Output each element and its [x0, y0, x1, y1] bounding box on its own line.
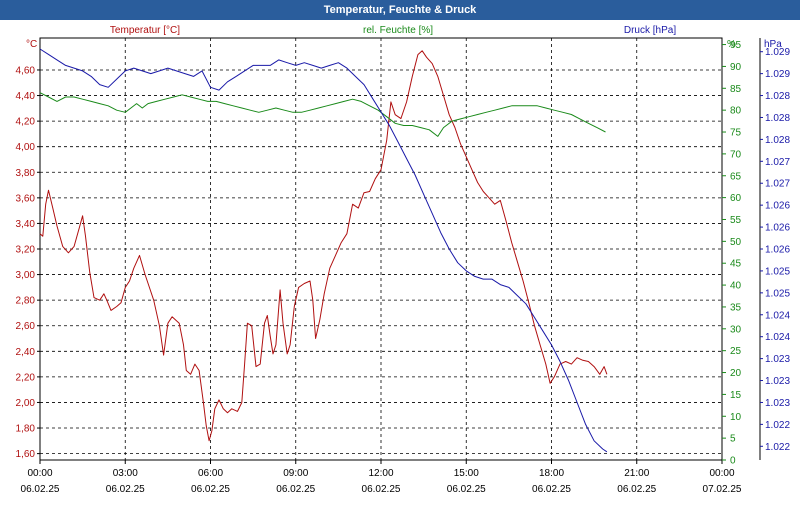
tick-label-left: 2,40 [16, 347, 36, 358]
tick-label-middle: 90 [730, 62, 742, 73]
tick-label-x-date: 06.02.25 [21, 484, 60, 495]
chart-area: 1,60 1,80 2,00 2,20 2,40 2,60 2,80 3,00 3,20 3,40… [0, 20, 800, 500]
series-line-right [39, 48, 608, 453]
tick-label-x-time: 06:00 [198, 468, 223, 479]
tick-label-right: 1.026 [765, 201, 790, 212]
legend-left: Temperatur [°C] [110, 25, 180, 36]
tick-label-left: 4,00 [16, 142, 36, 153]
tick-label-left: 4,20 [16, 117, 36, 128]
series-line-middle [39, 92, 606, 137]
axis-unit-left: °C [26, 39, 37, 50]
tick-label-right: 1.023 [765, 398, 790, 409]
tick-label-middle: 0 [730, 456, 736, 467]
tick-label-x-time: 18:00 [539, 468, 564, 479]
axis-unit-middle: % [727, 39, 736, 50]
tick-label-x-date: 06.02.25 [191, 484, 230, 495]
tick-label-middle: 20 [730, 368, 742, 379]
chart-title: Temperatur, Feuchte & Druck [0, 0, 800, 20]
tick-label-left: 1,80 [16, 424, 36, 435]
tick-label-right: 1.026 [765, 245, 790, 256]
tick-label-middle: 40 [730, 281, 742, 292]
tick-label-right: 1.024 [765, 332, 790, 343]
tick-label-x-date: 06.02.25 [276, 484, 315, 495]
tick-label-right: 1.023 [765, 354, 790, 365]
tick-label-left: 2,20 [16, 372, 36, 383]
tick-label-right: 1.028 [765, 113, 790, 124]
tick-label-right: 1.029 [765, 69, 790, 80]
tick-label-middle: 5 [730, 434, 736, 445]
tick-label-right: 1.024 [765, 310, 790, 321]
tick-label-x-date: 06.02.25 [532, 484, 571, 495]
tick-label-right: 1.025 [765, 288, 790, 299]
tick-label-middle: 60 [730, 193, 742, 204]
tick-label-x-date: 06.02.25 [106, 484, 145, 495]
tick-label-right: 1.026 [765, 223, 790, 234]
tick-label-left: 3,00 [16, 270, 36, 281]
tick-label-middle: 85 [730, 84, 742, 95]
tick-label-left: 2,00 [16, 398, 36, 409]
tick-label-middle: 55 [730, 215, 742, 226]
tick-label-middle: 35 [730, 302, 742, 313]
tick-label-x-time: 00:00 [27, 468, 52, 479]
tick-label-x-time: 03:00 [113, 468, 138, 479]
tick-label-left: 3,60 [16, 193, 36, 204]
tick-label-x-time: 15:00 [454, 468, 479, 479]
tick-label-right: 1.028 [765, 91, 790, 102]
axis-unit-right: hPa [764, 39, 782, 50]
tick-label-left: 2,60 [16, 321, 36, 332]
tick-label-middle: 95 [730, 40, 742, 51]
tick-label-middle: 25 [730, 346, 742, 357]
tick-label-x-time: 21:00 [624, 468, 649, 479]
tick-label-right: 1.023 [765, 376, 790, 387]
tick-label-x-date: 06.02.25 [447, 484, 486, 495]
tick-label-x-time: 09:00 [283, 468, 308, 479]
tick-label-right: 1.025 [765, 266, 790, 277]
tick-label-middle: 45 [730, 259, 742, 270]
tick-label-middle: 65 [730, 171, 742, 182]
tick-label-left: 4,60 [16, 65, 36, 76]
tick-label-x-time: 00:00 [709, 468, 734, 479]
tick-label-middle: 50 [730, 237, 742, 248]
tick-label-left: 3,80 [16, 168, 36, 179]
tick-label-middle: 10 [730, 412, 742, 423]
legend-right: Druck [hPa] [624, 25, 676, 36]
tick-label-x-date: 07.02.25 [703, 484, 742, 495]
tick-label-left: 1,60 [16, 449, 36, 460]
tick-label-right: 1.022 [765, 442, 790, 453]
tick-label-right: 1.028 [765, 135, 790, 146]
chart-svg: 1,60 1,80 2,00 2,20 2,40 2,60 2,80 3,00 3,20 3,40… [16, 25, 791, 495]
tick-label-left: 3,40 [16, 219, 36, 230]
tick-label-left: 3,20 [16, 245, 36, 256]
tick-label-x-date: 06.02.25 [617, 484, 656, 495]
tick-label-x-date: 06.02.25 [362, 484, 401, 495]
tick-label-middle: 80 [730, 106, 742, 117]
tick-label-middle: 30 [730, 324, 742, 335]
tick-label-right: 1.027 [765, 179, 790, 190]
series-line-left [39, 50, 608, 442]
tick-label-right: 1.029 [765, 47, 790, 58]
tick-label-left: 4,40 [16, 91, 36, 102]
tick-label-right: 1.022 [765, 420, 790, 431]
legend-middle: rel. Feuchte [%] [363, 25, 433, 36]
tick-label-middle: 15 [730, 390, 742, 401]
tick-label-right: 1.027 [765, 157, 790, 168]
tick-label-left: 2,80 [16, 296, 36, 307]
tick-label-middle: 75 [730, 128, 742, 139]
tick-label-x-time: 12:00 [368, 468, 393, 479]
tick-label-middle: 70 [730, 149, 742, 160]
